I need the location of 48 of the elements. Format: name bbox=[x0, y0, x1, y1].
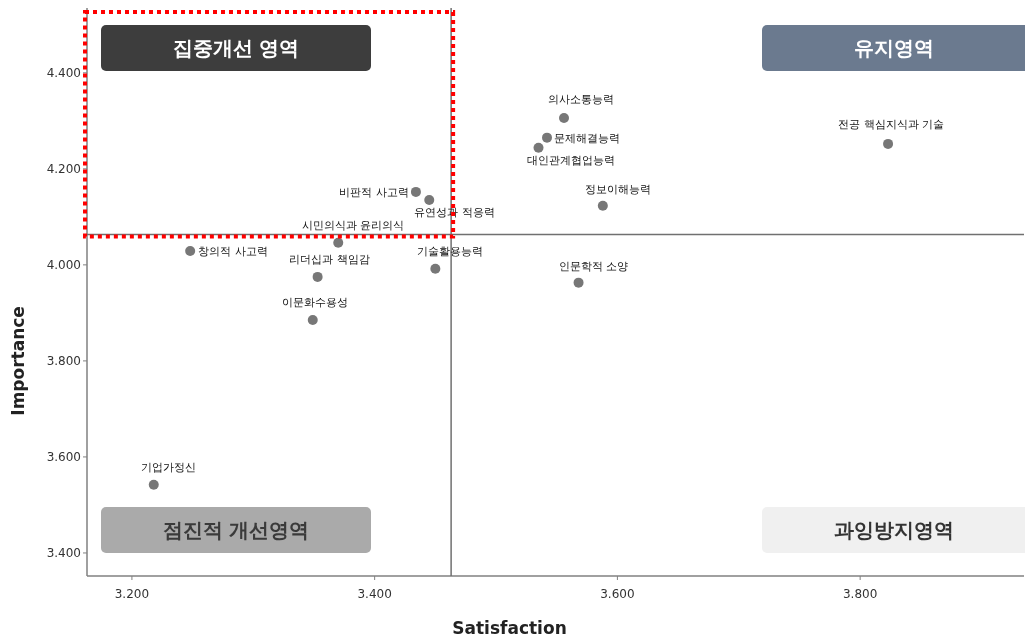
x-tick-label: 3.200 bbox=[114, 587, 150, 601]
point bbox=[410, 186, 421, 197]
quadrant-label: 점진적 개선영역 bbox=[101, 507, 371, 553]
annotation: 이문화수용성 bbox=[281, 296, 348, 310]
annotation: 대인관계협업능력 bbox=[526, 153, 615, 167]
y-tick-label: 4.000 bbox=[46, 257, 81, 272]
annotation: 정보이해능력 bbox=[584, 182, 651, 196]
y-tick-label: 3.600 bbox=[46, 449, 81, 464]
annotation: 과잉방지영역 bbox=[833, 518, 954, 542]
annotation: 전공 핵심지식과 기술 bbox=[838, 117, 945, 131]
point bbox=[333, 237, 344, 248]
point bbox=[542, 132, 552, 143]
point bbox=[312, 271, 323, 282]
x-tick-label: 3.400 bbox=[357, 587, 392, 601]
annotation: 의사소통능력 bbox=[548, 92, 614, 106]
y-tick-label: 4.200 bbox=[46, 161, 81, 176]
point bbox=[430, 263, 441, 274]
annotation: 기업가정신 bbox=[141, 460, 197, 474]
point bbox=[883, 138, 894, 149]
x-axis-title: Satisfaction bbox=[452, 618, 567, 638]
annotation: 비판적 사고력 bbox=[339, 185, 409, 199]
y-tick-label: 4.400 bbox=[46, 65, 81, 80]
point bbox=[597, 200, 608, 211]
point bbox=[148, 479, 159, 490]
annotation: 시민의식과 윤리의식 bbox=[301, 218, 405, 232]
point bbox=[573, 277, 584, 288]
y-axis-title: Importance bbox=[8, 306, 28, 416]
quadrant-label: 집중개선 영역 bbox=[101, 25, 371, 71]
point bbox=[533, 142, 544, 153]
point bbox=[185, 245, 196, 256]
annotation: 집중개선 영역 bbox=[172, 36, 300, 60]
annotation: 문제해결능력 bbox=[554, 131, 620, 145]
y-tick-label: 3.800 bbox=[46, 353, 81, 368]
quadrant-label: 과잉방지영역 bbox=[762, 507, 1025, 553]
annotation: 유연성과 적응력 bbox=[414, 206, 495, 220]
point bbox=[307, 315, 318, 326]
quadrant-label: 유지영역 bbox=[762, 25, 1025, 71]
point bbox=[424, 195, 435, 206]
annotation: 기술활용능력 bbox=[417, 244, 484, 258]
annotation: 리더십과 책임감 bbox=[289, 252, 370, 266]
annotation: 인문학적 소양 bbox=[558, 259, 629, 273]
annotation: 점진적 개선영역 bbox=[162, 518, 310, 542]
x-tick-label: 3.600 bbox=[600, 587, 635, 601]
point bbox=[559, 112, 569, 123]
x-tick-label: 3.800 bbox=[842, 587, 878, 601]
annotation: 창의적 사고력 bbox=[198, 244, 268, 258]
y-tick-label: 3.400 bbox=[46, 545, 81, 560]
annotation: 유지영역 bbox=[853, 36, 934, 60]
